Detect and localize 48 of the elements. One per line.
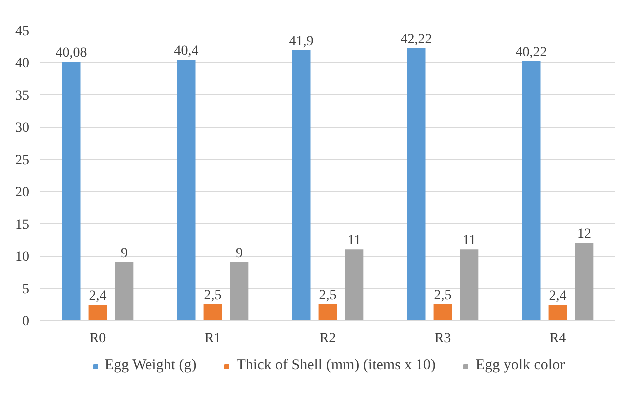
y-tick-label: 45 — [16, 24, 30, 40]
bar — [177, 60, 196, 320]
data-label: 9 — [236, 246, 243, 262]
bar — [230, 262, 249, 320]
bar — [548, 305, 568, 320]
x-tick-label: R1 — [204, 332, 222, 346]
legend-label: Egg Weight (g) — [104, 358, 197, 374]
x-tick-label: R2 — [320, 332, 336, 346]
data-label: 11 — [462, 234, 476, 249]
data-label: 2,5 — [434, 288, 452, 304]
y-tick-label: 30 — [16, 121, 30, 136]
data-label: 40,4 — [174, 44, 199, 60]
bar — [407, 48, 426, 320]
y-tick-label: 40 — [16, 56, 30, 72]
data-label: 11 — [348, 234, 362, 249]
y-tick-label: 25 — [16, 153, 30, 168]
bar — [522, 61, 541, 320]
y-tick-label: 20 — [16, 186, 30, 201]
bar — [115, 262, 134, 320]
bar — [575, 243, 594, 320]
y-tick-label: 0 — [22, 314, 30, 330]
x-tick-label: R4 — [550, 332, 566, 346]
bar — [460, 250, 479, 320]
y-tick-label: 15 — [16, 218, 30, 233]
bar — [88, 305, 108, 320]
bar — [292, 50, 311, 320]
data-label: 41,9 — [289, 34, 314, 50]
x-tick-label: R3 — [434, 332, 452, 346]
legend-label: Egg yolk color — [476, 358, 566, 374]
data-label: 40,08 — [56, 46, 88, 62]
data-label: 42,22 — [400, 32, 432, 48]
bar — [62, 62, 81, 320]
bar — [318, 304, 338, 320]
bar — [345, 250, 364, 320]
data-label: 40,22 — [516, 45, 548, 60]
x-tick-label: R0 — [90, 332, 106, 346]
data-label: 12 — [577, 227, 592, 242]
legend-label: Thick of Shell (mm) (items x 10) — [236, 358, 436, 374]
data-label: 2,4 — [549, 289, 567, 304]
y-tick-label: 35 — [16, 88, 30, 104]
y-tick-label: 5 — [22, 282, 30, 298]
bar — [434, 304, 452, 320]
data-label: 2,4 — [89, 289, 107, 304]
data-label: 2,5 — [319, 288, 337, 304]
data-label: 2,5 — [204, 288, 222, 304]
data-label: 9 — [120, 246, 128, 262]
bar — [204, 304, 222, 320]
y-tick-label: 10 — [16, 250, 30, 266]
